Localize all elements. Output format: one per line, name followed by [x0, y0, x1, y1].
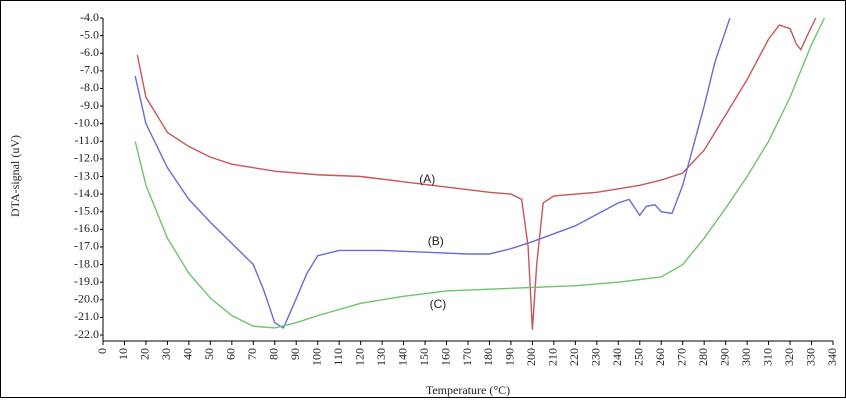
- x-tick-label: 230: [589, 348, 603, 366]
- x-tick-label: 0: [95, 348, 109, 354]
- x-tick-label: 20: [138, 348, 152, 360]
- y-tick-label: -21.0: [74, 309, 99, 323]
- y-tick-label: -6.0: [80, 45, 99, 59]
- y-tick-label: -18.0: [74, 256, 99, 270]
- x-tick-label: 250: [632, 348, 646, 366]
- x-tick-label: 320: [782, 348, 796, 366]
- x-tick-label: 310: [760, 348, 774, 366]
- y-tick-label: -7.0: [80, 63, 99, 77]
- y-tick-label: -10.0: [74, 115, 99, 129]
- x-tick-label: 330: [803, 348, 817, 366]
- y-tick-label: -12.0: [74, 151, 99, 165]
- x-tick-label: 270: [674, 348, 688, 366]
- y-tick-label: -13.0: [74, 168, 99, 182]
- series-label: (A): [419, 172, 435, 186]
- y-tick-label: -15.0: [74, 203, 99, 217]
- y-axis-label: DTA-signal (uV): [8, 135, 22, 217]
- x-axis-label: Temperature (°C): [426, 383, 510, 397]
- series-label: (B): [428, 234, 444, 248]
- y-tick-label: -20.0: [74, 292, 99, 306]
- x-tick-label: 10: [116, 348, 130, 360]
- x-tick-label: 50: [202, 348, 216, 360]
- x-tick-label: 180: [481, 348, 495, 366]
- data-line: [134, 17, 826, 329]
- x-tick-label: 170: [460, 348, 474, 366]
- x-tick-label: 200: [524, 348, 538, 366]
- x-tick-label: 280: [696, 348, 710, 366]
- y-tick-label: -14.0: [74, 186, 99, 200]
- y-tick-label: -5.0: [80, 27, 99, 41]
- x-tick-label: 210: [546, 348, 560, 366]
- y-tick-label: -16.0: [74, 221, 99, 235]
- x-tick-label: 140: [395, 348, 409, 366]
- x-tick-label: 260: [653, 348, 667, 366]
- x-tick-label: 110: [331, 348, 345, 366]
- x-tick-label: 30: [159, 348, 173, 360]
- x-tick-label: 100: [309, 348, 323, 366]
- y-tick-label: -11.0: [74, 133, 99, 147]
- y-tick-label: -8.0: [80, 80, 99, 94]
- data-line: [134, 17, 731, 329]
- x-tick-label: 340: [825, 348, 839, 366]
- x-tick-label: 150: [417, 348, 431, 366]
- data-line: [136, 17, 817, 330]
- x-tick-label: 60: [224, 348, 238, 360]
- x-tick-label: 70: [245, 348, 259, 360]
- x-tick-label: 290: [717, 348, 731, 366]
- x-tick-label: 220: [567, 348, 581, 366]
- y-tick-label: -19.0: [74, 274, 99, 288]
- y-tick-label: -22.0: [74, 327, 99, 341]
- x-tick-label: 240: [610, 348, 624, 366]
- series-label: (C): [430, 297, 447, 311]
- x-tick-label: 190: [503, 348, 517, 366]
- y-tick-label: -9.0: [80, 98, 99, 112]
- x-tick-label: 80: [267, 348, 281, 360]
- x-tick-label: 130: [374, 348, 388, 366]
- x-tick-label: 300: [739, 348, 753, 366]
- x-tick-label: 40: [181, 348, 195, 360]
- y-tick-label: -17.0: [74, 239, 99, 253]
- x-tick-label: 90: [288, 348, 302, 360]
- x-tick-label: 120: [352, 348, 366, 366]
- y-tick-label: -4.0: [80, 10, 99, 24]
- x-tick-label: 160: [438, 348, 452, 366]
